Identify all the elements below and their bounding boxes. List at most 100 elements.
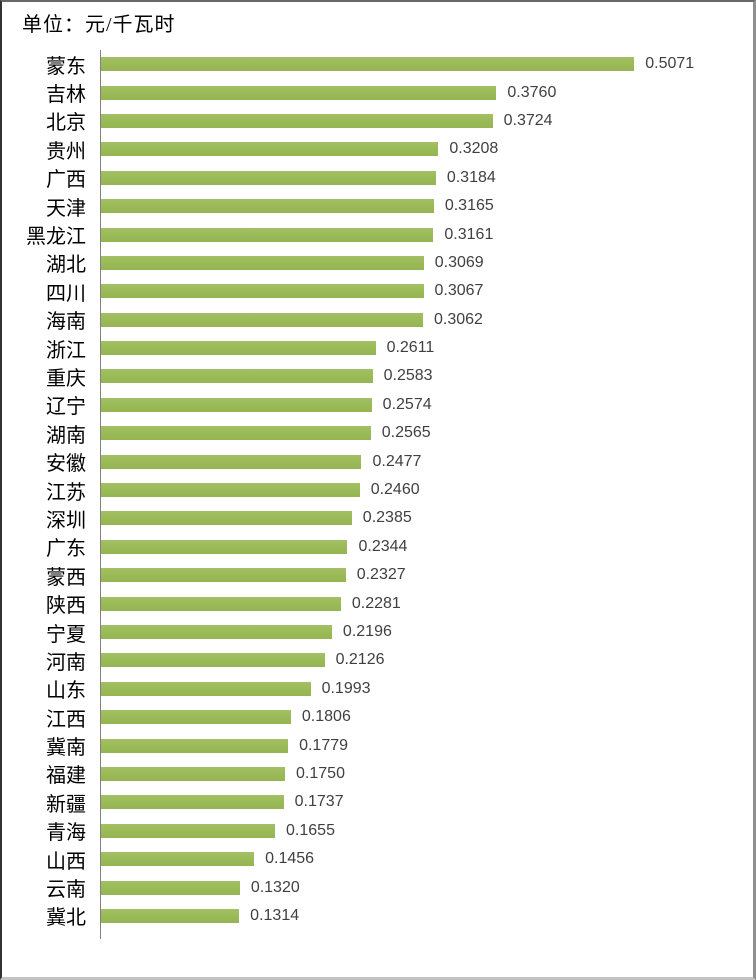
bar-row: 广西 0.3184 <box>46 164 753 192</box>
bar <box>101 596 341 611</box>
bar-row: 江西 0.1806 <box>46 703 753 731</box>
category-label: 浙江 <box>46 339 86 362</box>
bar <box>101 681 311 696</box>
bar <box>101 823 276 838</box>
value-label: 0.1655 <box>286 821 335 839</box>
bar-row: 辽宁 0.2574 <box>46 391 753 419</box>
bar <box>101 170 436 185</box>
category-label: 四川 <box>46 282 86 305</box>
value-label: 0.1806 <box>301 708 351 726</box>
value-label: 0.1993 <box>321 679 371 697</box>
category-label: 冀南 <box>46 737 86 760</box>
bar <box>101 766 286 781</box>
value-label: 0.2126 <box>335 651 385 669</box>
value-label: 0.3165 <box>444 197 494 215</box>
bar <box>101 397 372 412</box>
category-label: 天津 <box>46 197 86 220</box>
bar-row: 安徽 0.2477 <box>46 447 753 476</box>
bar <box>101 369 373 384</box>
category-label: 河南 <box>46 651 86 674</box>
category-label: 吉林 <box>46 84 86 107</box>
bar-row: 天津 0.3165 <box>46 192 753 220</box>
bar <box>101 312 423 327</box>
bar <box>101 255 424 270</box>
value-label: 0.3760 <box>507 83 557 101</box>
bar <box>101 227 434 242</box>
value-label: 0.1320 <box>250 878 300 896</box>
bar-row: 重庆 0.2583 <box>46 362 753 390</box>
value-label: 0.3184 <box>446 168 496 186</box>
bar <box>101 738 289 753</box>
category-label: 陕西 <box>46 595 86 618</box>
bar-row: 冀南 0.1779 <box>46 731 753 760</box>
category-label: 蒙东 <box>46 55 86 78</box>
value-label: 0.2327 <box>356 566 406 584</box>
bar <box>101 852 255 867</box>
bar-row: 贵州 0.3208 <box>46 135 753 163</box>
category-label: 冀北 <box>46 907 86 930</box>
bar <box>101 454 362 469</box>
value-label: 0.2344 <box>358 537 408 555</box>
bar <box>101 795 284 810</box>
bar <box>101 653 325 668</box>
category-label: 新疆 <box>46 793 86 816</box>
bar-row: 福建 0.1750 <box>46 760 753 788</box>
bar <box>101 113 493 128</box>
value-label: 0.1314 <box>250 906 300 924</box>
bar-row: 冀北 0.1314 <box>46 902 753 930</box>
plot-area: 蒙东 0.5071 吉林 0.3760 北京 0.3724 贵州 0.3208 广西 0.3184… <box>26 50 753 940</box>
value-label: 0.5071 <box>645 55 695 73</box>
value-label: 0.1737 <box>294 793 344 811</box>
value-label: 0.2574 <box>382 395 432 413</box>
category-label: 北京 <box>46 112 86 135</box>
value-label: 0.3208 <box>449 140 499 158</box>
bar-row: 青海 0.1655 <box>46 817 753 845</box>
category-label: 蒙西 <box>46 566 86 589</box>
bar-row: 蒙东 0.5071 <box>46 50 753 78</box>
bar-row: 河南 0.2126 <box>46 646 753 674</box>
bar <box>101 57 635 72</box>
value-label: 0.2565 <box>381 424 431 442</box>
value-label: 0.2385 <box>362 509 412 527</box>
category-label: 湖北 <box>46 254 86 277</box>
bar <box>101 539 348 554</box>
category-label: 安徽 <box>46 453 86 476</box>
category-label: 云南 <box>46 879 86 902</box>
category-label: 黑龙江 <box>26 226 86 249</box>
bar <box>101 284 424 299</box>
value-label: 0.3161 <box>444 225 494 243</box>
bar-row: 云南 0.1320 <box>46 873 753 902</box>
value-label: 0.3067 <box>434 282 484 300</box>
category-label: 广西 <box>46 169 86 192</box>
category-label: 辽宁 <box>46 396 86 419</box>
value-label: 0.2196 <box>342 623 392 640</box>
bar-row: 四川 0.3067 <box>46 277 753 305</box>
value-label: 0.2460 <box>370 481 420 499</box>
value-label: 0.2611 <box>386 339 435 357</box>
bar-row: 黑龙江 0.3161 <box>26 220 753 249</box>
bar-row: 新疆 0.1737 <box>46 788 753 816</box>
bar <box>101 710 291 725</box>
bar-row: 广东 0.2344 <box>46 533 753 561</box>
value-label: 0.2281 <box>351 594 401 612</box>
bar <box>101 426 371 441</box>
bar <box>101 483 360 498</box>
bar-row: 海南 0.3062 <box>46 306 753 334</box>
bar-row: 山西 0.1456 <box>46 845 753 873</box>
value-label: 0.2477 <box>372 452 422 470</box>
bar <box>101 511 352 526</box>
bar <box>101 880 240 895</box>
bar <box>101 142 439 157</box>
bar <box>101 341 376 356</box>
bar <box>101 625 332 639</box>
category-label: 深圳 <box>46 509 86 532</box>
bar-row: 湖南 0.2565 <box>46 419 753 447</box>
bar <box>101 908 240 923</box>
category-label: 山西 <box>46 850 86 873</box>
value-label: 0.3724 <box>503 111 553 129</box>
category-label: 贵州 <box>46 140 86 163</box>
value-label: 0.2583 <box>383 367 433 385</box>
bar <box>101 199 434 214</box>
category-label: 海南 <box>46 311 86 334</box>
